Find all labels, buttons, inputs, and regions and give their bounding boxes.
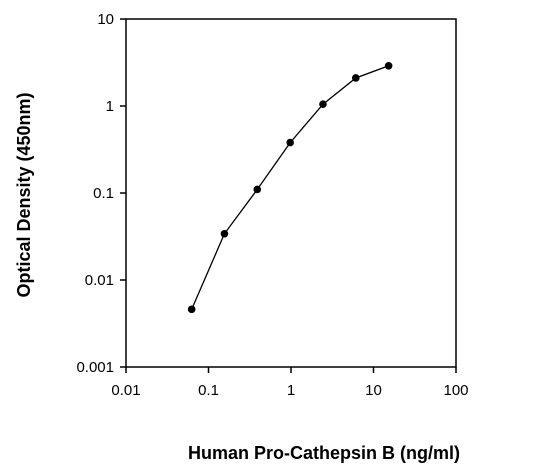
data-points bbox=[187, 61, 393, 314]
x-axis: 0.01 0.1 1 10 100 bbox=[111, 367, 469, 399]
x-axis-title: Human Pro-Cathepsin B (ng/ml) bbox=[188, 443, 460, 463]
y-tick-label: 0.01 bbox=[85, 272, 114, 289]
x-tick-label: 1 bbox=[287, 382, 295, 399]
data-point bbox=[351, 74, 360, 82]
data-point bbox=[220, 229, 229, 238]
data-point bbox=[384, 61, 393, 70]
data-point bbox=[253, 185, 262, 194]
x-tick-label: 0.1 bbox=[198, 382, 219, 399]
y-tick-label: 0.001 bbox=[76, 359, 114, 376]
data-point bbox=[286, 138, 294, 147]
y-tick-label: 10 bbox=[97, 11, 114, 28]
y-tick-label: 1 bbox=[106, 98, 114, 115]
plot-area bbox=[125, 18, 457, 368]
x-tick-label: 100 bbox=[443, 382, 468, 399]
x-tick-label: 10 bbox=[365, 382, 382, 399]
x-tick-label: 0.01 bbox=[111, 382, 140, 399]
data-point bbox=[319, 100, 327, 108]
y-tick-label: 0.1 bbox=[93, 185, 114, 202]
data-point bbox=[187, 305, 196, 314]
y-axis-title: Optical Density (450nm) bbox=[14, 92, 34, 297]
y-axis: 0.001 0.01 0.1 1 10 bbox=[76, 11, 126, 376]
series-line bbox=[191, 65, 389, 310]
